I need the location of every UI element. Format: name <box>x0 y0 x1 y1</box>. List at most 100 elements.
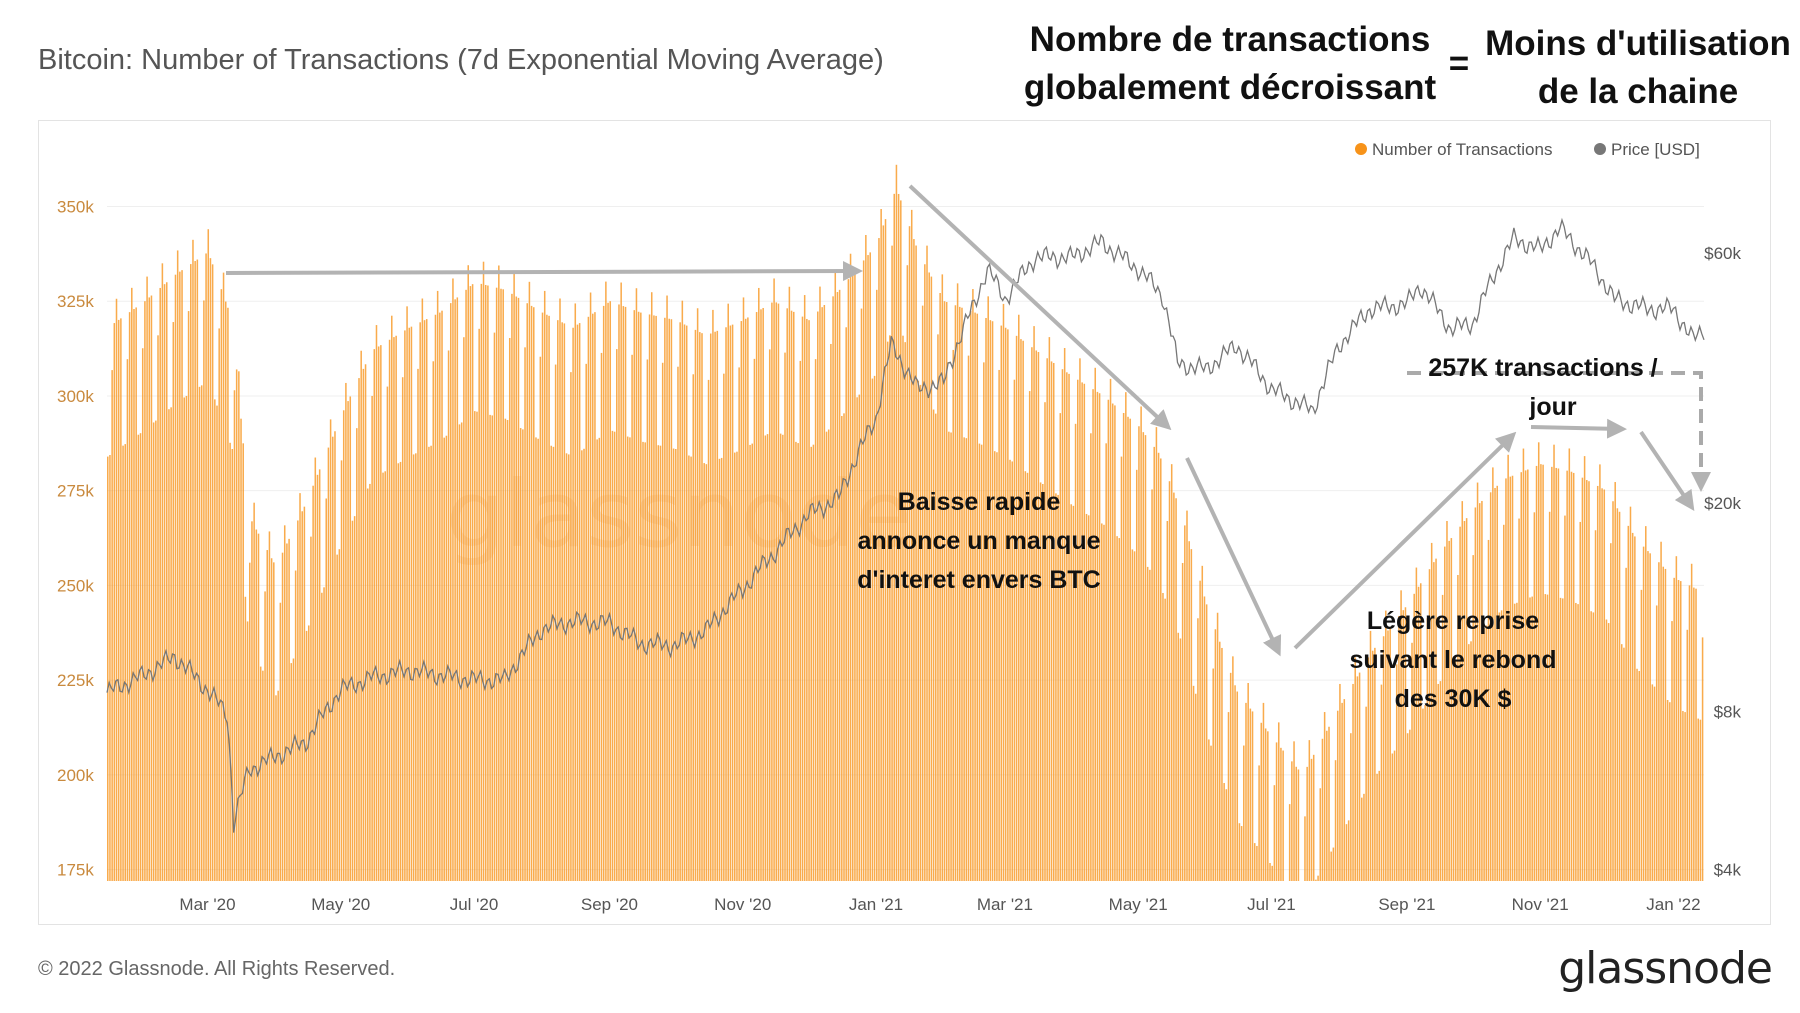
transaction-bar <box>1144 435 1147 881</box>
transaction-bar <box>1568 448 1571 881</box>
x-tick-label: Mar '21 <box>977 895 1033 914</box>
transaction-bar <box>1426 618 1429 881</box>
x-tick-label: Jan '22 <box>1646 895 1700 914</box>
transaction-bar <box>1347 820 1350 881</box>
transaction-bar <box>1240 826 1243 881</box>
transaction-bar <box>1140 406 1142 881</box>
transaction-bar <box>758 287 760 881</box>
transaction-bar <box>876 289 878 882</box>
x-tick-label: Jul '21 <box>1247 895 1296 914</box>
transaction-bar <box>1015 335 1018 881</box>
transaction-bar <box>456 297 459 881</box>
transaction-bar <box>1489 492 1492 881</box>
transaction-bar <box>1120 456 1123 881</box>
transaction-bar <box>1098 393 1101 881</box>
transaction-bar <box>1642 546 1645 881</box>
transaction-bar <box>1249 708 1252 881</box>
transaction-bar <box>760 309 762 881</box>
transaction-bar <box>1548 511 1551 881</box>
transaction-bar <box>404 330 406 881</box>
transaction-bar <box>1271 865 1273 881</box>
transaction-bar <box>1107 399 1110 881</box>
transaction-bar <box>1374 647 1376 881</box>
y-left-tick-label: 250k <box>57 576 94 595</box>
transaction-bar <box>511 293 513 882</box>
legend-label-price[interactable]: Price [USD] <box>1611 140 1700 159</box>
transaction-bar <box>218 328 220 881</box>
transaction-bar <box>618 304 620 881</box>
transaction-bar <box>576 324 579 881</box>
transaction-bar <box>1655 605 1658 881</box>
transaction-bar <box>270 558 273 881</box>
transaction-bar <box>1393 750 1396 881</box>
annotation-arrow <box>1185 457 1282 657</box>
transaction-bar <box>941 274 944 881</box>
transaction-bar <box>974 312 976 881</box>
legend-label-transactions[interactable]: Number of Transactions <box>1372 140 1552 159</box>
transaction-bar <box>1072 505 1075 881</box>
transaction-bar <box>644 442 646 881</box>
transaction-bar <box>841 416 843 881</box>
transaction-bar <box>1002 303 1005 881</box>
transaction-bar <box>1636 668 1638 881</box>
transaction-bar <box>1551 466 1553 881</box>
transaction-bar <box>1496 485 1498 881</box>
transaction-bar <box>417 368 419 881</box>
transaction-bar <box>1483 627 1485 881</box>
transaction-bar <box>493 332 496 881</box>
transaction-bar <box>436 290 439 881</box>
transaction-bar <box>358 378 360 881</box>
transaction-bar <box>1350 733 1352 881</box>
transaction-bar <box>135 307 137 881</box>
transaction-bar <box>985 317 987 881</box>
transaction-bar <box>1400 590 1402 881</box>
transaction-bar <box>1133 551 1136 881</box>
transaction-bar <box>657 445 660 881</box>
transaction-bar <box>926 245 928 881</box>
price-series <box>106 217 1705 833</box>
transaction-bar <box>1033 326 1035 881</box>
transaction-bar <box>1212 668 1214 881</box>
transaction-bar <box>152 422 155 881</box>
transaction-bar <box>1607 623 1610 881</box>
transaction-bar <box>183 397 185 881</box>
transaction-bar <box>753 358 756 881</box>
transaction-bar <box>273 562 275 881</box>
transaction-bar <box>107 456 109 881</box>
transaction-bar <box>626 436 629 881</box>
transaction-bar <box>1439 681 1442 881</box>
transaction-bar <box>1378 770 1381 881</box>
transaction-bar <box>318 469 321 881</box>
transaction-bar <box>312 485 314 881</box>
transaction-bar <box>1042 484 1044 881</box>
transaction-bar <box>395 335 397 881</box>
transaction-bar <box>1603 489 1606 881</box>
transaction-bar <box>670 319 673 881</box>
transaction-bar <box>146 276 148 881</box>
transaction-bar <box>1236 691 1239 881</box>
transaction-bar <box>1291 761 1293 881</box>
transaction-bar <box>128 312 131 881</box>
transaction-bar <box>1306 766 1308 881</box>
transaction-bar <box>506 420 509 881</box>
y-right-tick-label: $20k <box>1704 494 1741 513</box>
transaction-bar <box>1369 630 1372 881</box>
transaction-bar <box>1627 525 1630 881</box>
transaction-bar <box>902 335 904 881</box>
transaction-bar <box>1219 641 1221 881</box>
transaction-bar <box>316 474 319 881</box>
transaction-bar <box>1210 745 1212 881</box>
transaction-bar <box>159 287 161 881</box>
transaction-bar <box>502 289 504 881</box>
transaction-bar <box>443 437 445 881</box>
transaction-bar <box>1503 524 1505 881</box>
transaction-bar <box>1592 612 1595 881</box>
transaction-bar <box>478 328 480 881</box>
transaction-bar <box>1251 711 1254 881</box>
transaction-bar <box>1026 472 1029 881</box>
transaction-bar <box>583 448 585 881</box>
transaction-bar <box>281 552 284 881</box>
transaction-bar <box>1522 448 1525 881</box>
transaction-bar <box>133 309 135 881</box>
transaction-bar <box>1579 521 1581 881</box>
